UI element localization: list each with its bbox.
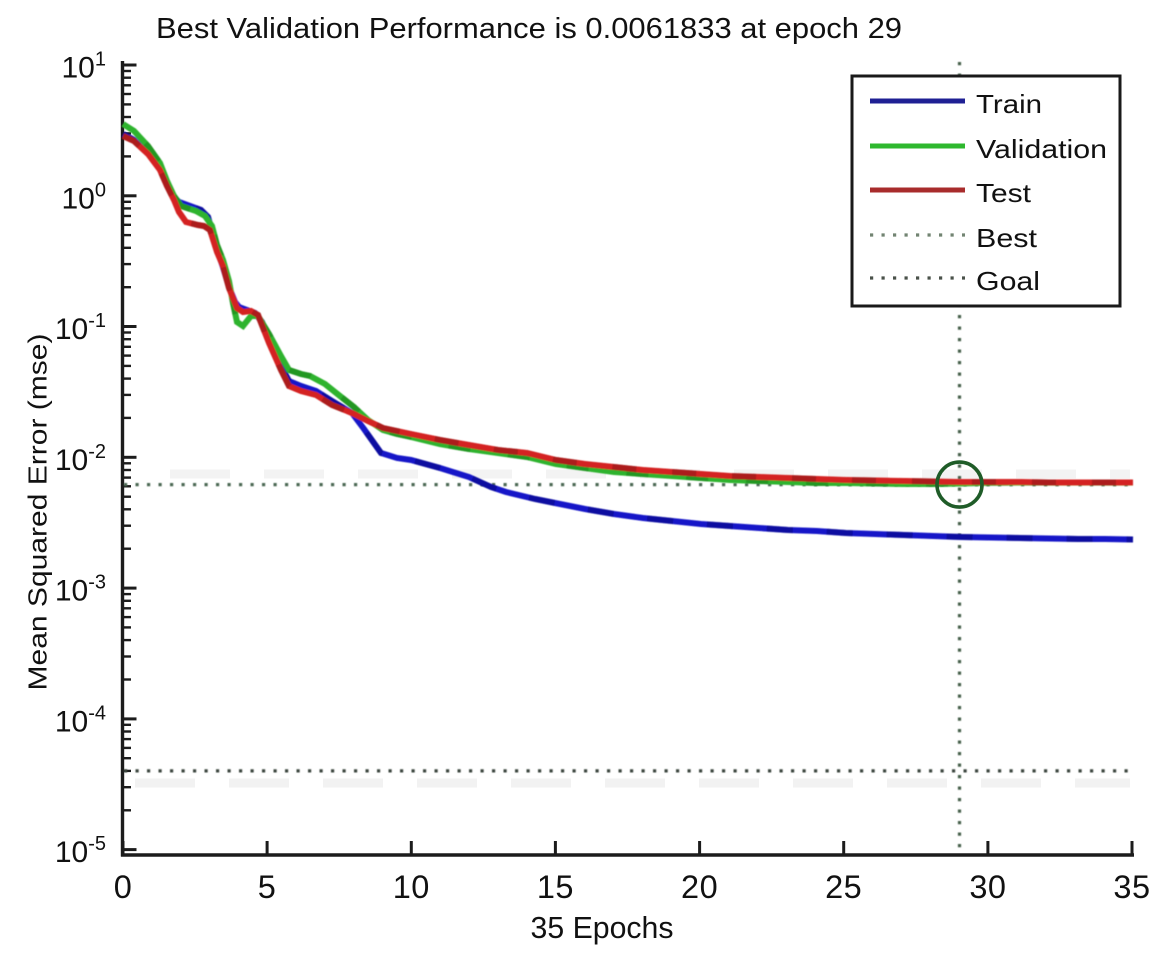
svg-text:10: 10 <box>393 869 430 905</box>
svg-text:35: 35 <box>1113 869 1150 905</box>
svg-text:Train: Train <box>976 89 1042 119</box>
svg-text:35 Epochs: 35 Epochs <box>531 910 674 945</box>
svg-text:Test: Test <box>976 178 1032 208</box>
svg-text:25: 25 <box>825 869 862 905</box>
svg-text:Best: Best <box>976 223 1038 253</box>
svg-text:30: 30 <box>969 869 1006 905</box>
svg-text:Mean Squared Error (mse): Mean Squared Error (mse) <box>23 334 53 691</box>
svg-text:Validation: Validation <box>976 134 1107 164</box>
svg-text:Goal: Goal <box>976 266 1040 296</box>
svg-text:15: 15 <box>537 869 574 905</box>
svg-text:10-2: 10-2 <box>55 441 106 477</box>
svg-text:0: 0 <box>114 869 133 905</box>
svg-text:Best Validation Performance is: Best Validation Performance is 0.0061833… <box>156 13 902 45</box>
svg-text:20: 20 <box>681 869 718 905</box>
svg-text:5: 5 <box>258 869 277 905</box>
